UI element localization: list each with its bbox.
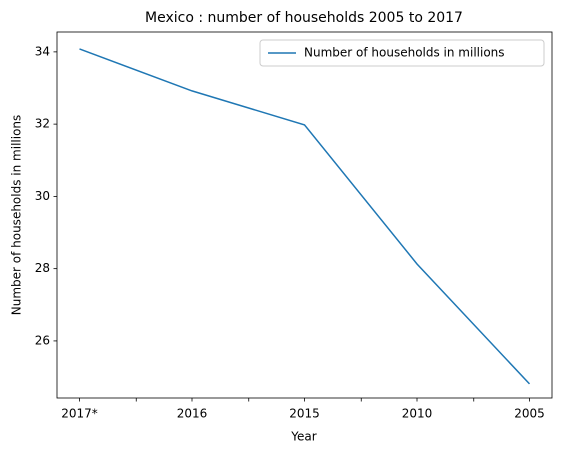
chart-title: Mexico : number of households 2005 to 20… (145, 10, 463, 26)
y-tick-label: 30 (35, 189, 50, 203)
minor-ticks (135, 398, 475, 402)
y-tick-label: 28 (35, 261, 50, 275)
y-tick-label: 26 (35, 333, 50, 347)
x-tick-label: 2015 (289, 407, 320, 421)
x-tick-label: 2005 (514, 407, 545, 421)
x-tick-label: 2010 (402, 407, 433, 421)
y-tick-label: 32 (35, 117, 50, 131)
legend-box (259, 39, 545, 67)
x-tick-label: 2017* (61, 407, 98, 421)
y-axis-label: Number of households in millions (10, 115, 24, 316)
legend: Number of households in millions (259, 39, 545, 67)
x-axis-label: Year (290, 430, 316, 444)
legend-label: Number of households in millions (304, 46, 505, 60)
plot-frame (56, 31, 553, 399)
y-tick-label: 34 (35, 44, 50, 58)
x-tick-label: 2016 (177, 407, 208, 421)
line-series (79, 48, 531, 385)
